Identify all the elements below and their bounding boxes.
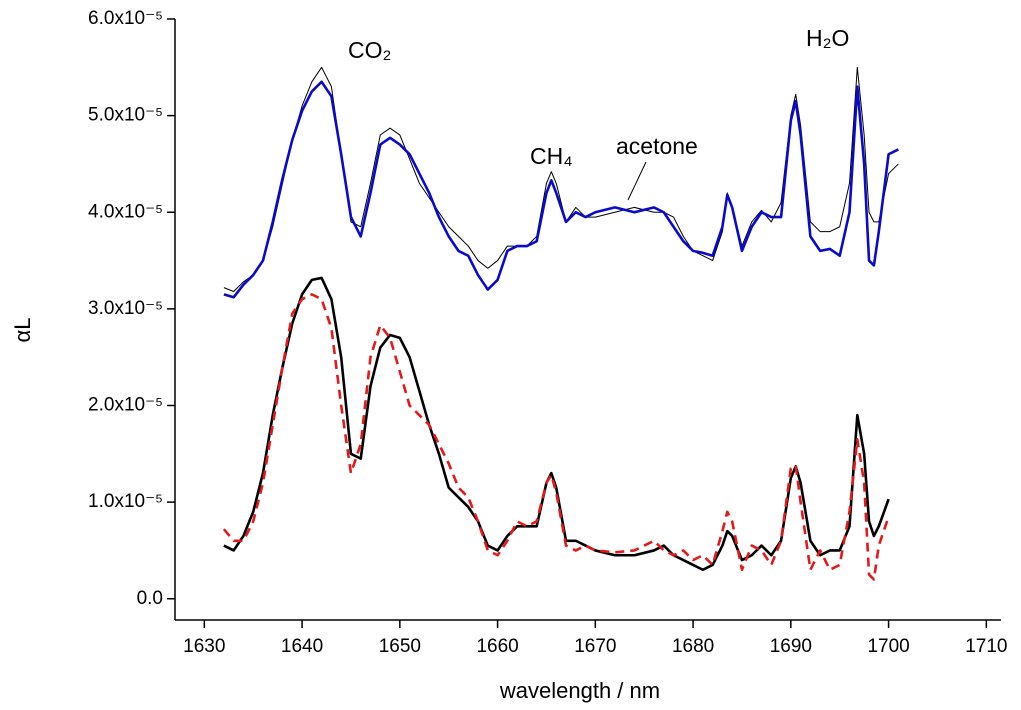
data-line xyxy=(223,80,899,299)
x-tick-label: 1650 xyxy=(379,636,421,657)
y-tick-label: 4.0x10⁻⁵ xyxy=(88,201,163,222)
annotation-arrow xyxy=(627,161,647,201)
x-tick-label: 1670 xyxy=(574,636,616,657)
data-line xyxy=(222,293,890,581)
y-tick-label: 3.0x10⁻⁵ xyxy=(88,298,163,319)
x-tick-label: 1710 xyxy=(965,636,1007,657)
x-tick-label: 1640 xyxy=(281,636,323,657)
y-tick-label: 2.0x10⁻⁵ xyxy=(88,395,163,416)
annotation: acetone xyxy=(616,133,698,159)
y-tick-label: 6.0x10⁻⁵ xyxy=(88,8,163,29)
x-tick-label: 1680 xyxy=(672,636,714,657)
y-tick-label: 5.0x10⁻⁵ xyxy=(88,105,163,126)
annotation: H₂O xyxy=(806,25,849,51)
data-line xyxy=(223,276,890,572)
x-tick-label: 1660 xyxy=(476,636,518,657)
y-tick-label: 1.0x10⁻⁵ xyxy=(88,491,163,512)
x-tick-label: 1690 xyxy=(770,636,812,657)
annotation: CO₂ xyxy=(348,37,391,63)
x-tick-label: 1630 xyxy=(183,636,225,657)
annotation: CH₄ xyxy=(530,143,573,169)
x-tick-label: 1700 xyxy=(867,636,909,657)
x-axis-label: wavelength / nm xyxy=(499,678,660,703)
y-axis-label: αL xyxy=(10,318,35,343)
data-line xyxy=(223,66,899,292)
y-tick-label: 0.0 xyxy=(137,588,163,609)
